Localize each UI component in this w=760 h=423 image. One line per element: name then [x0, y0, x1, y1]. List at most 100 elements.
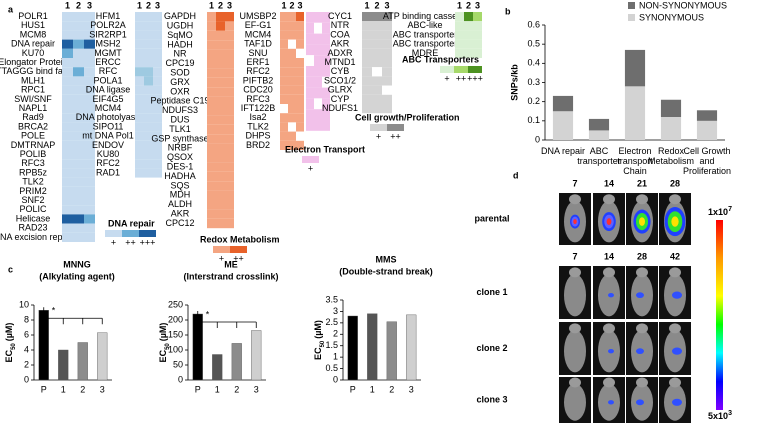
- y-tick-label: 0: [24, 374, 29, 384]
- bar-segment: [624, 49, 646, 87]
- signal: [608, 292, 614, 298]
- heatmap-cell: [144, 131, 153, 141]
- heatmap-cell: [73, 150, 84, 160]
- heatmap-cell: [207, 68, 216, 78]
- legend-tick: +: [308, 163, 313, 173]
- heatmap-cell: [382, 30, 392, 40]
- legend-tick: +++: [467, 73, 483, 83]
- heatmap-cell: [362, 21, 372, 31]
- heatmap-cell: [153, 131, 162, 141]
- heatmap-cell: [144, 150, 153, 160]
- heatmap-cell: [62, 205, 73, 215]
- heatmap-cell: [135, 168, 144, 178]
- heatmap-cell: [144, 168, 153, 178]
- heatmap-cell: [225, 134, 234, 144]
- heatmap-cell: [144, 12, 153, 22]
- mouse-body: [564, 383, 586, 421]
- heatmap-cell: [372, 12, 382, 22]
- bar: [192, 313, 203, 381]
- column-header: 3: [297, 0, 302, 10]
- heatmap-cell: [153, 76, 162, 86]
- heatmap-cell: [362, 85, 372, 95]
- legend-swatch: [213, 246, 230, 253]
- column-header: 1: [281, 0, 286, 10]
- gene-label: SqMO: [167, 30, 193, 40]
- scale-min-label-base: 5x10: [708, 411, 728, 421]
- mouse-body: [564, 329, 586, 373]
- gene-label: SNF2: [21, 195, 44, 205]
- row-label: parental: [474, 213, 509, 223]
- heatmap-cell: [216, 21, 225, 31]
- gene-label: MCM4: [245, 29, 272, 39]
- column-header: 3: [155, 0, 160, 10]
- heatmap-cell: [372, 76, 382, 86]
- legend-swatch: [230, 246, 247, 253]
- mouse-body: [564, 273, 586, 317]
- heatmap-cell: [135, 131, 144, 141]
- bar-segment: [696, 120, 718, 140]
- gene-label: CYP: [331, 94, 350, 104]
- heatmap-cell: [207, 153, 216, 163]
- gene-label: IFT122B: [241, 103, 276, 113]
- heatmap-cell: [135, 122, 144, 132]
- heatmap-cell: [322, 33, 330, 45]
- heatmap-cell: [84, 48, 95, 58]
- day-label: 7: [572, 178, 577, 188]
- heatmap-cell: [288, 12, 296, 22]
- heatmap-cell: [207, 106, 216, 116]
- heatmap-cell: [216, 153, 225, 163]
- x-tick-label: P: [350, 384, 356, 394]
- heatmap-cell: [306, 66, 314, 77]
- heatmap-cell: [62, 196, 73, 206]
- heatmap-cell: [207, 190, 216, 200]
- heatmap-cell: [73, 76, 84, 86]
- heatmap-cell: [207, 218, 216, 229]
- bar: [406, 314, 417, 381]
- heatmap-cell: [135, 48, 144, 58]
- gene-label: SIR2RP1: [89, 29, 127, 39]
- heatmap-cell: [216, 143, 225, 153]
- heatmap-cell: [216, 77, 225, 88]
- x-tick-label: 3: [254, 384, 259, 394]
- panel-letter: c: [8, 264, 13, 274]
- heatmap-cell: [306, 55, 314, 66]
- heatmap-cell: [362, 30, 372, 40]
- heatmap-cell: [207, 115, 216, 125]
- gene-label: POLR2A: [90, 20, 126, 30]
- heatmap-cell: [73, 122, 84, 132]
- legend-swatch: [302, 156, 319, 163]
- legend-label: NON-SYNONYMOUS: [639, 0, 727, 10]
- legend-swatch: [105, 230, 122, 237]
- column-header: 2: [146, 0, 151, 10]
- heatmap-cell: [144, 67, 153, 77]
- chart-subtitle: (Double-strand break): [339, 266, 433, 276]
- y-axis-label-main: EC: [4, 349, 14, 362]
- heatmap-cell: [84, 223, 95, 233]
- heatmap-cell: [464, 39, 473, 49]
- gene-label: CPC19: [165, 58, 194, 68]
- gene-label: ENDOV: [92, 140, 124, 150]
- signal: [636, 348, 644, 355]
- gene-label: TAF1D: [244, 39, 272, 49]
- gene-label: PIFTB2: [243, 75, 274, 85]
- heatmap-cell: [306, 87, 314, 99]
- heatmap-cell: [62, 67, 73, 77]
- mouse-head: [569, 377, 581, 388]
- column-header: 1: [65, 0, 70, 10]
- heatmap-cell: [225, 115, 234, 125]
- heatmap-cell: [288, 39, 296, 49]
- y-tick-label: 200: [168, 314, 183, 324]
- gene-label: DNA excision repair: [0, 232, 73, 242]
- x-tick-label: Cell Growth and Proliferation: [682, 146, 732, 176]
- gene-label: AKR: [331, 39, 350, 49]
- bar: [231, 343, 242, 381]
- bar: [347, 315, 358, 381]
- gene-label: PRIM2: [19, 186, 47, 196]
- heatmap-cell: [372, 30, 382, 40]
- heatmap-cell: [280, 48, 288, 58]
- heatmap-cell: [144, 94, 153, 104]
- heatmap-cell: [84, 76, 95, 86]
- heatmap-cell: [84, 12, 95, 22]
- heatmap-cell: [225, 30, 234, 41]
